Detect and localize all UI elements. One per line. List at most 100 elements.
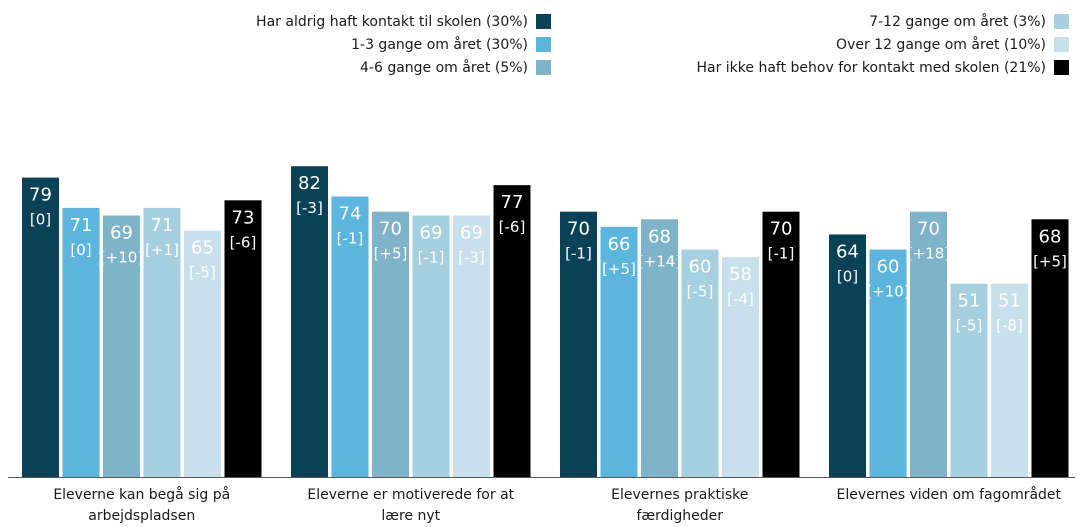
bar-change-label: [+5] bbox=[602, 260, 636, 278]
bar-change-label: [0] bbox=[30, 211, 51, 229]
bar-value-label: 60 bbox=[689, 257, 712, 278]
bar bbox=[869, 249, 907, 477]
bar bbox=[600, 226, 638, 477]
bar-value-label: 70 bbox=[567, 219, 590, 240]
legend-swatch bbox=[536, 14, 551, 29]
category-label: Eleverne er motiverede for at bbox=[307, 487, 514, 503]
bar-change-label: [+1] bbox=[145, 241, 179, 259]
bar bbox=[22, 177, 59, 477]
bar-value-label: 69 bbox=[110, 222, 133, 243]
legend-item: Over 12 gange om året (10%) bbox=[696, 33, 1069, 56]
bar bbox=[331, 196, 369, 478]
legend-label: 1-3 gange om året (30%) bbox=[351, 36, 528, 53]
bar bbox=[560, 211, 597, 477]
bar-value-label: 70 bbox=[379, 219, 402, 240]
bar bbox=[722, 257, 759, 477]
bar-change-label: [-6] bbox=[230, 233, 257, 251]
bar-change-label: [-4] bbox=[727, 290, 754, 308]
bar-value-label: 64 bbox=[836, 241, 859, 262]
legend-label: Over 12 gange om året (10%) bbox=[836, 36, 1046, 53]
bar-change-label: [+10] bbox=[100, 248, 143, 266]
bar bbox=[991, 283, 1028, 477]
legend-swatch bbox=[1054, 14, 1069, 29]
legend-swatch bbox=[536, 60, 551, 75]
bar bbox=[103, 215, 140, 478]
bar-change-label: [-1] bbox=[768, 245, 795, 263]
bar-value-label: 58 bbox=[729, 264, 752, 285]
bar-value-label: 69 bbox=[460, 222, 483, 243]
category-label: Elevernes praktiske bbox=[611, 487, 748, 503]
legend-item: Har aldrig haft kontakt til skolen (30%) bbox=[256, 10, 551, 33]
bar bbox=[453, 215, 490, 478]
bar-value-label: 82 bbox=[298, 173, 321, 194]
bar-change-label: [+10] bbox=[866, 283, 909, 301]
bar-change-label: [0] bbox=[837, 267, 858, 285]
bar-change-label: [-5] bbox=[189, 264, 216, 282]
category-label: Eleverne kan begå sig på bbox=[53, 486, 230, 503]
category-label: færdigheder bbox=[636, 508, 723, 524]
bar-change-label: [-1] bbox=[337, 230, 364, 248]
bar bbox=[412, 215, 450, 478]
bar-value-label: 60 bbox=[877, 257, 900, 278]
bar-change-label: [+18] bbox=[907, 245, 950, 263]
bar-change-label: [-8] bbox=[996, 317, 1023, 335]
category-label: arbejdspladsen bbox=[88, 508, 195, 524]
category-label: Elevernes viden om fagområdet bbox=[836, 486, 1061, 503]
bar bbox=[224, 200, 262, 477]
bar-value-label: 74 bbox=[339, 204, 362, 225]
legend-item: Har ikke haft behov for kontakt med skol… bbox=[696, 56, 1069, 79]
bar bbox=[950, 283, 988, 477]
legend-left: Har aldrig haft kontakt til skolen (30%)… bbox=[256, 10, 551, 79]
bar-change-label: [-3] bbox=[296, 199, 323, 217]
legend-item: 4-6 gange om året (5%) bbox=[256, 56, 551, 79]
bar-value-label: 71 bbox=[70, 215, 93, 236]
bar bbox=[829, 234, 866, 477]
bar-change-label: [-1] bbox=[418, 248, 445, 266]
bar bbox=[1031, 219, 1069, 477]
legend-item: 1-3 gange om året (30%) bbox=[256, 33, 551, 56]
bar bbox=[681, 249, 719, 477]
bar-change-label: [+5] bbox=[374, 245, 408, 263]
bar bbox=[291, 166, 328, 477]
bar-value-label: 73 bbox=[232, 207, 255, 228]
bar bbox=[493, 185, 531, 478]
bar-change-label: [-5] bbox=[687, 283, 714, 301]
bar-change-label: [0] bbox=[70, 241, 91, 259]
legend-label: 7-12 gange om året (3%) bbox=[869, 13, 1046, 30]
bar-value-label: 51 bbox=[998, 291, 1021, 312]
bar-change-label: [-1] bbox=[565, 245, 592, 263]
bar-change-label: [-5] bbox=[956, 317, 983, 335]
bar-value-label: 68 bbox=[1039, 226, 1062, 247]
bar-value-label: 71 bbox=[151, 215, 174, 236]
bar-value-label: 79 bbox=[29, 185, 52, 206]
bar bbox=[143, 207, 181, 477]
legend-right: 7-12 gange om året (3%) Over 12 gange om… bbox=[696, 10, 1069, 79]
bar bbox=[372, 211, 409, 477]
legend-label: Har ikke haft behov for kontakt med skol… bbox=[696, 59, 1046, 76]
legend-swatch bbox=[1054, 60, 1069, 75]
legend-swatch bbox=[1054, 37, 1069, 52]
bar-change-label: [+14] bbox=[638, 252, 681, 270]
bar bbox=[62, 207, 100, 477]
bar-value-label: 65 bbox=[191, 238, 214, 259]
bar-value-label: 70 bbox=[917, 219, 940, 240]
bar-value-label: 69 bbox=[420, 222, 443, 243]
bar-change-label: [+5] bbox=[1033, 252, 1067, 270]
bar-value-label: 68 bbox=[648, 226, 671, 247]
bar bbox=[762, 211, 800, 477]
bar-value-label: 77 bbox=[501, 192, 524, 213]
bar bbox=[641, 219, 678, 477]
bar-change-label: [-3] bbox=[458, 248, 485, 266]
bar bbox=[184, 230, 221, 477]
legend-swatch bbox=[536, 37, 551, 52]
category-label: lære nyt bbox=[381, 508, 440, 524]
bar-change-label: [-6] bbox=[499, 218, 526, 236]
bar bbox=[910, 211, 947, 477]
legend-label: 4-6 gange om året (5%) bbox=[360, 59, 528, 76]
bar-value-label: 70 bbox=[770, 219, 793, 240]
bar-value-label: 51 bbox=[958, 291, 981, 312]
bar-value-label: 66 bbox=[608, 234, 631, 255]
legend-label: Har aldrig haft kontakt til skolen (30%) bbox=[256, 13, 528, 30]
